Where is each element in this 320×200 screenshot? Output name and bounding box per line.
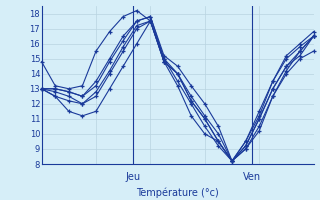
- Text: Température (°c): Température (°c): [136, 188, 219, 198]
- Text: Ven: Ven: [243, 172, 261, 182]
- Text: Jeu: Jeu: [125, 172, 140, 182]
